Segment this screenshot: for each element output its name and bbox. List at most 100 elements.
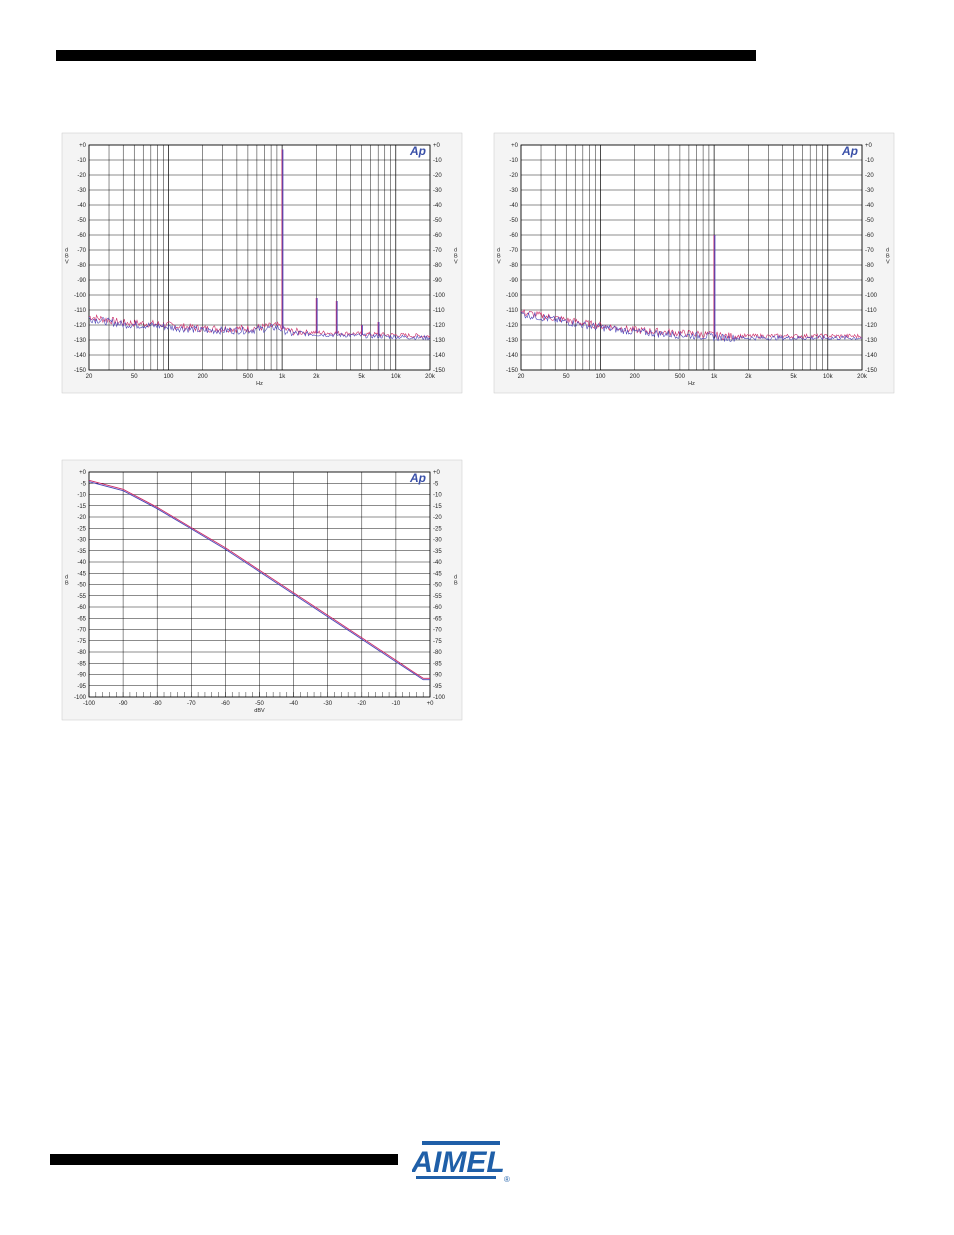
y-tick-label-left: -60 — [77, 605, 86, 611]
y-tick-label-right: -50 — [433, 218, 442, 224]
y-tick-label-right: -70 — [433, 248, 442, 254]
y-tick-label-left: -15 — [77, 504, 86, 510]
logo-wordmark: AIMEL — [412, 1146, 505, 1179]
y-tick-label-left: -140 — [74, 353, 87, 359]
plot-area — [88, 144, 431, 371]
y-tick-label-left: +0 — [511, 143, 519, 149]
x-tick-label: 20k — [857, 374, 868, 380]
y-tick-label-right: -85 — [433, 661, 442, 667]
y-tick-label-right: -10 — [433, 493, 442, 499]
y-tick-label-left: -130 — [506, 338, 519, 344]
y-tick-label-right: -120 — [865, 323, 878, 329]
y-tick-label-left: -85 — [77, 661, 86, 667]
y-axis-label-right: d — [454, 575, 457, 581]
y-tick-label-right: -65 — [433, 616, 442, 622]
logo-bottom-stroke — [416, 1176, 496, 1179]
y-tick-label-left: -60 — [509, 233, 518, 239]
series-line — [88, 316, 431, 341]
x-tick-label: 50 — [563, 374, 570, 380]
y-tick-label-right: +0 — [433, 143, 441, 149]
y-tick-label-left: -150 — [506, 368, 519, 374]
y-tick-label-left: -90 — [77, 673, 86, 679]
x-tick-label: -10 — [392, 701, 401, 707]
y-tick-label-right: -60 — [433, 605, 442, 611]
x-tick-label: 1k — [279, 374, 286, 380]
y-tick-label-left: -130 — [74, 338, 87, 344]
y-tick-label-right: -40 — [433, 203, 442, 209]
y-tick-label-right: -80 — [433, 263, 442, 269]
y-axis-label-right: d — [886, 248, 889, 254]
x-tick-label: 2k — [745, 374, 752, 380]
x-tick-label: +0 — [427, 701, 435, 707]
x-axis-label: Hz — [688, 381, 695, 387]
y-tick-label-right: -100 — [865, 293, 878, 299]
y-tick-label-right: -20 — [433, 515, 442, 521]
y-tick-label-left: -100 — [506, 293, 519, 299]
y-axis-label-left: B — [65, 581, 69, 587]
x-tick-label: 10k — [823, 374, 834, 380]
y-axis-label-right: V — [454, 260, 458, 266]
y-axis-label-left: d — [65, 575, 68, 581]
linearity-chart: +0 +0 -5 -5 -10 -10 -15 -15 -20 -20 -25 -25 -30 -30 -3… — [61, 459, 463, 721]
y-axis-label-right: d — [454, 248, 457, 254]
y-tick-label-right: -40 — [865, 203, 874, 209]
x-tick-label: -40 — [289, 701, 298, 707]
logo-registered-mark: ® — [504, 1175, 510, 1184]
y-tick-label-left: -55 — [77, 594, 86, 600]
y-tick-label-left: -30 — [77, 538, 86, 544]
y-tick-label-right: -110 — [433, 308, 445, 314]
y-tick-label-right: -30 — [433, 538, 442, 544]
y-tick-label-left: -40 — [509, 203, 518, 209]
y-tick-label-left: -45 — [77, 571, 86, 577]
fft-spectrum-chart-2: +0 +0 -10 -10 -20 -20 -30 -30 -40 -40 -50 -50 -60 -60… — [493, 132, 895, 394]
y-tick-label-right: -50 — [433, 583, 442, 589]
series-line — [88, 479, 430, 679]
y-tick-label-right: -140 — [433, 353, 446, 359]
y-tick-label-left: +0 — [79, 470, 87, 476]
y-axis-label-right: B — [886, 254, 890, 260]
y-tick-label-right: -60 — [865, 233, 874, 239]
y-axis-label-left: B — [497, 254, 501, 260]
y-tick-label-left: -100 — [74, 293, 87, 299]
y-tick-label-left: -20 — [77, 173, 86, 179]
y-tick-label-right: -90 — [433, 278, 442, 284]
y-tick-label-left: -65 — [77, 616, 86, 622]
y-axis-label-left: d — [497, 248, 500, 254]
y-axis-label-right: B — [454, 254, 458, 260]
x-tick-label: -70 — [187, 701, 196, 707]
y-tick-label-right: -40 — [433, 560, 442, 566]
x-axis-label: dBV — [254, 708, 265, 714]
y-tick-label-right: -75 — [433, 639, 442, 645]
y-tick-label-left: -100 — [74, 695, 87, 701]
y-tick-label-left: -50 — [77, 218, 86, 224]
y-tick-label-right: -95 — [433, 684, 442, 690]
y-tick-label-left: -120 — [506, 323, 519, 329]
x-tick-label: -90 — [119, 701, 128, 707]
y-tick-label-right: -90 — [433, 673, 442, 679]
y-tick-label-left: -50 — [509, 218, 518, 224]
y-tick-label-left: -35 — [77, 549, 86, 555]
y-tick-label-left: -80 — [77, 650, 86, 656]
x-tick-label: -50 — [255, 701, 264, 707]
x-tick-label: 500 — [243, 374, 254, 380]
fft-spectrum-chart-1: +0 +0 -10 -10 -20 -20 -30 -30 -40 -40 -50 -50 -60 -60… — [61, 132, 463, 394]
y-tick-label-left: -75 — [77, 639, 86, 645]
y-tick-label-right: -5 — [433, 481, 439, 487]
y-tick-label-left: -80 — [509, 263, 518, 269]
y-tick-label-left: -90 — [77, 278, 86, 284]
y-tick-label-left: -80 — [77, 263, 86, 269]
header-rule — [56, 50, 756, 61]
x-tick-label: -30 — [323, 701, 332, 707]
series-line — [88, 481, 430, 681]
x-tick-label: -80 — [153, 701, 162, 707]
y-tick-label-right: -70 — [433, 628, 442, 634]
x-tick-label: 1k — [711, 374, 718, 380]
y-tick-label-left: -70 — [77, 628, 86, 634]
ap-badge: Ap — [409, 144, 426, 158]
y-tick-label-left: -40 — [77, 560, 86, 566]
y-axis-label-right: B — [454, 581, 458, 587]
y-tick-label-right: -80 — [433, 650, 442, 656]
y-tick-label-right: -150 — [865, 368, 878, 374]
y-tick-label-right: -100 — [433, 695, 446, 701]
y-tick-label-left: -10 — [509, 158, 518, 164]
